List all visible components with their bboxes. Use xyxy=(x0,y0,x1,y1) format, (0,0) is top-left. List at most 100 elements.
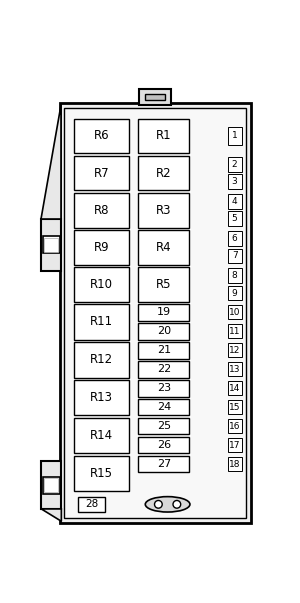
Bar xyxy=(228,457,242,471)
Circle shape xyxy=(154,500,162,508)
Text: 13: 13 xyxy=(229,365,240,374)
Bar xyxy=(228,438,242,452)
Bar xyxy=(74,342,129,377)
Bar xyxy=(138,437,189,453)
Bar xyxy=(138,267,189,302)
Text: R8: R8 xyxy=(94,204,109,216)
Bar xyxy=(74,156,129,191)
Text: R2: R2 xyxy=(156,166,172,180)
Bar xyxy=(138,323,189,339)
Bar xyxy=(138,230,189,265)
Bar xyxy=(74,456,129,491)
Bar xyxy=(228,362,242,376)
Text: R10: R10 xyxy=(90,278,113,291)
Bar xyxy=(228,324,242,338)
Bar xyxy=(74,230,129,265)
Bar xyxy=(138,119,189,153)
Text: R6: R6 xyxy=(94,130,109,142)
Text: 9: 9 xyxy=(232,289,238,298)
Text: R14: R14 xyxy=(90,429,113,442)
Text: 23: 23 xyxy=(157,384,171,393)
Text: 4: 4 xyxy=(232,197,237,206)
Text: 3: 3 xyxy=(232,177,238,186)
Text: 8: 8 xyxy=(232,271,238,280)
Bar xyxy=(74,304,129,339)
Bar xyxy=(138,193,189,227)
Bar xyxy=(228,174,242,189)
Bar xyxy=(228,343,242,358)
Text: R7: R7 xyxy=(94,166,109,180)
Polygon shape xyxy=(41,509,62,521)
Bar xyxy=(228,248,242,264)
Bar xyxy=(228,231,242,246)
Text: R3: R3 xyxy=(156,204,172,216)
Bar xyxy=(228,212,242,226)
Bar xyxy=(60,103,251,523)
Circle shape xyxy=(173,500,181,508)
Bar xyxy=(139,89,172,105)
Bar xyxy=(44,238,58,252)
Bar xyxy=(138,456,189,472)
Text: 12: 12 xyxy=(229,346,240,355)
Text: 25: 25 xyxy=(157,421,171,431)
Text: 15: 15 xyxy=(229,403,240,412)
Bar xyxy=(77,497,105,512)
Bar xyxy=(41,219,61,271)
Bar xyxy=(74,418,129,453)
Bar xyxy=(228,400,242,414)
Bar xyxy=(138,304,189,321)
Bar xyxy=(228,419,242,433)
Bar xyxy=(138,342,189,359)
Bar xyxy=(228,305,242,320)
Bar xyxy=(138,361,189,377)
Text: R13: R13 xyxy=(90,391,113,404)
Text: 7: 7 xyxy=(232,251,238,260)
Text: R5: R5 xyxy=(156,278,172,291)
Text: 17: 17 xyxy=(229,441,240,450)
Bar xyxy=(74,380,129,415)
Bar xyxy=(145,93,165,101)
Polygon shape xyxy=(41,105,62,219)
Bar xyxy=(43,236,60,253)
Text: R15: R15 xyxy=(90,467,113,480)
Bar xyxy=(228,381,242,396)
Bar xyxy=(43,476,60,493)
Bar xyxy=(41,461,61,509)
Bar xyxy=(228,194,242,209)
Text: 10: 10 xyxy=(229,308,240,317)
Text: 11: 11 xyxy=(229,327,240,336)
Bar xyxy=(74,193,129,227)
Text: 2: 2 xyxy=(232,160,237,169)
Bar xyxy=(138,380,189,397)
Text: 1: 1 xyxy=(232,131,238,140)
Bar xyxy=(228,268,242,283)
Bar xyxy=(138,399,189,415)
Text: 24: 24 xyxy=(157,402,171,412)
Text: 27: 27 xyxy=(157,459,171,469)
Text: 19: 19 xyxy=(157,308,171,317)
Text: 18: 18 xyxy=(229,459,240,469)
Bar xyxy=(228,286,242,300)
Bar xyxy=(44,478,58,492)
Text: R4: R4 xyxy=(156,241,172,254)
Text: R9: R9 xyxy=(94,241,109,254)
Bar xyxy=(228,127,242,145)
Bar xyxy=(228,157,242,172)
Text: 21: 21 xyxy=(157,346,171,355)
Text: 22: 22 xyxy=(157,364,171,374)
Text: 28: 28 xyxy=(85,499,98,510)
Bar xyxy=(138,156,189,191)
Text: 6: 6 xyxy=(232,234,238,243)
Text: 16: 16 xyxy=(229,421,240,431)
Bar xyxy=(64,108,246,518)
Bar xyxy=(74,267,129,302)
Text: 20: 20 xyxy=(157,326,171,336)
Bar xyxy=(138,418,189,434)
Text: R12: R12 xyxy=(90,353,113,366)
Text: R11: R11 xyxy=(90,315,113,329)
Text: 26: 26 xyxy=(157,440,171,450)
Text: 5: 5 xyxy=(232,214,238,223)
Text: R1: R1 xyxy=(156,130,172,142)
Bar xyxy=(74,119,129,153)
Text: 14: 14 xyxy=(229,384,240,393)
